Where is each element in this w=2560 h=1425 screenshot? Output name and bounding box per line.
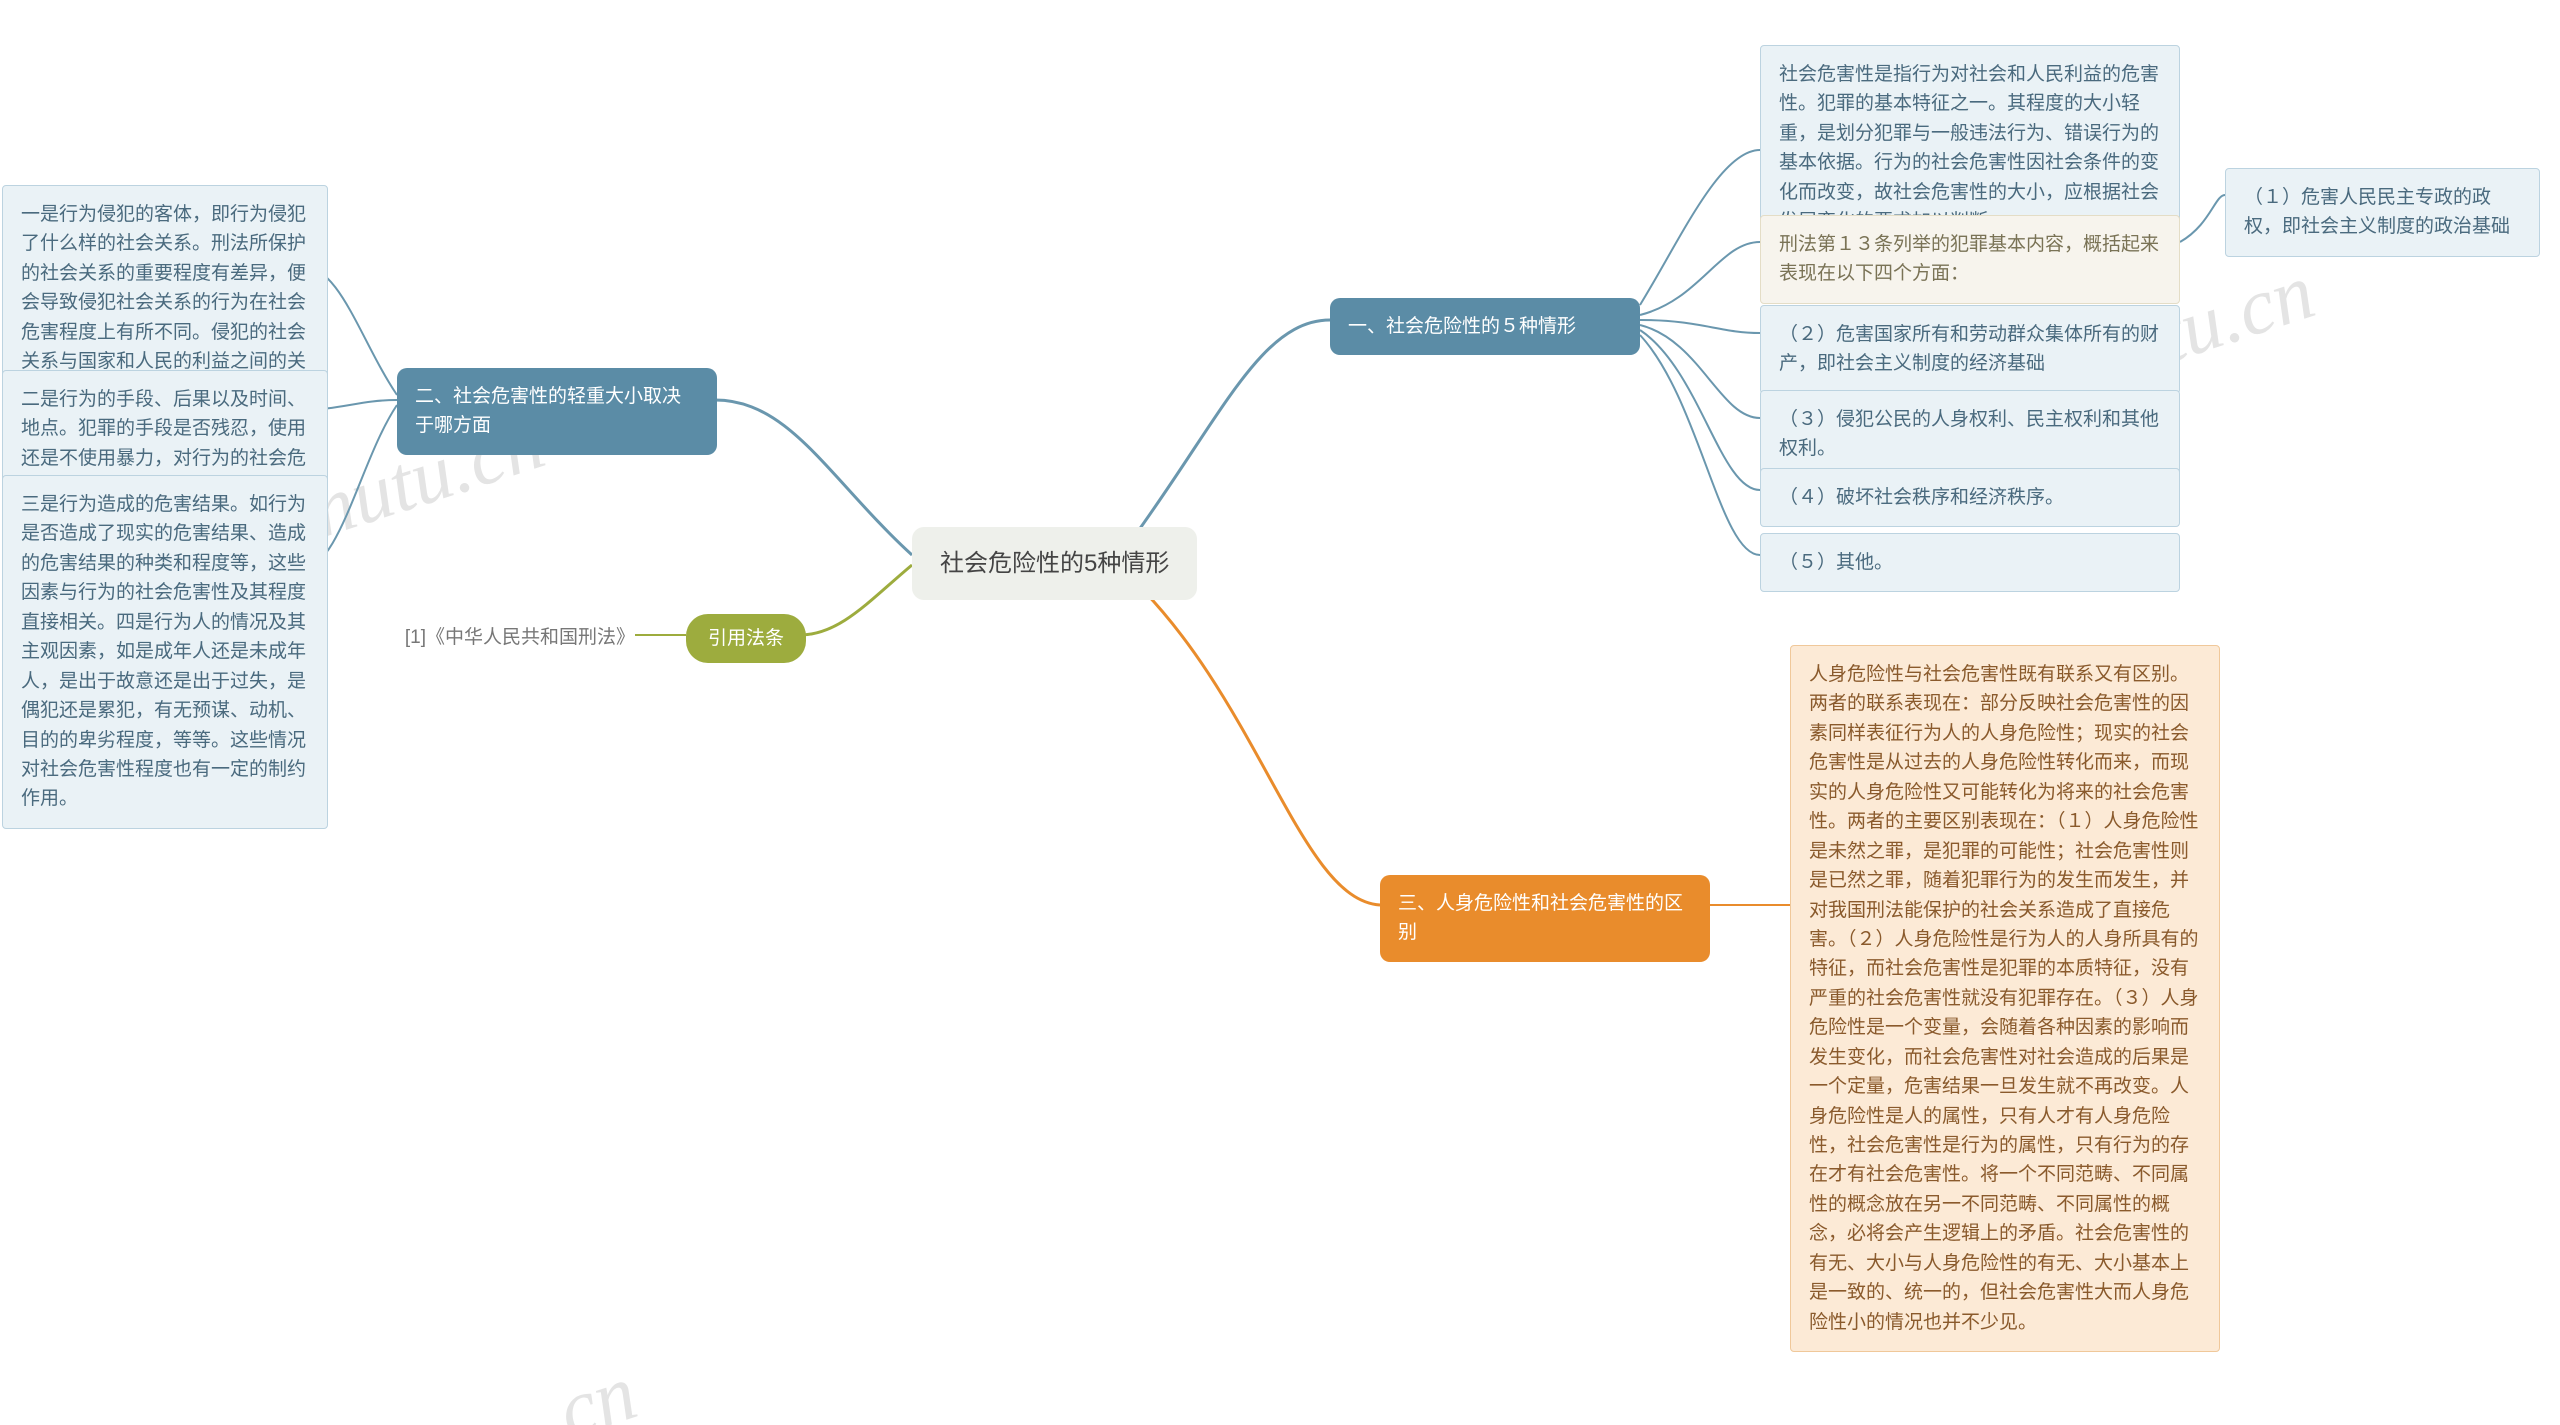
branch-2[interactable]: 二、社会危害性的轻重大小取决于哪方面 [397,368,717,455]
branch1-item-4: （４）破坏社会秩序和经济秩序。 [1760,468,2180,527]
root-node[interactable]: 社会危险性的5种情形 [912,527,1197,600]
branch1-item-3: （３）侵犯公民的人身权利、民主权利和其他权利。 [1760,390,2180,479]
watermark: .cn [528,1347,647,1425]
branch2-note-3: 三是行为造成的危害结果。如行为是否造成了现实的危害结果、造成的危害结果的种类和程… [2,475,328,829]
branch-1[interactable]: 一、社会危险性的５种情形 [1330,298,1640,355]
cite-ref: [1]《中华人民共和国刑法》 [380,623,635,652]
branch1-item-1: （１）危害人民民主专政的政权，即社会主义制度的政治基础 [2225,168,2540,257]
branch1-item-2: （２）危害国家所有和劳动群众集体所有的财产，即社会主义制度的经济基础 [1760,305,2180,394]
cite-node[interactable]: 引用法条 [686,614,806,663]
branch-3[interactable]: 三、人身危险性和社会危害性的区别 [1380,875,1710,962]
branch1-item-5: （５）其他。 [1760,533,2180,592]
branch1-law: 刑法第１３条列举的犯罪基本内容，概括起来表现在以下四个方面： [1760,215,2180,304]
branch3-body: 人身危险性与社会危害性既有联系又有区别。两者的联系表现在：部分反映社会危害性的因… [1790,645,2220,1352]
